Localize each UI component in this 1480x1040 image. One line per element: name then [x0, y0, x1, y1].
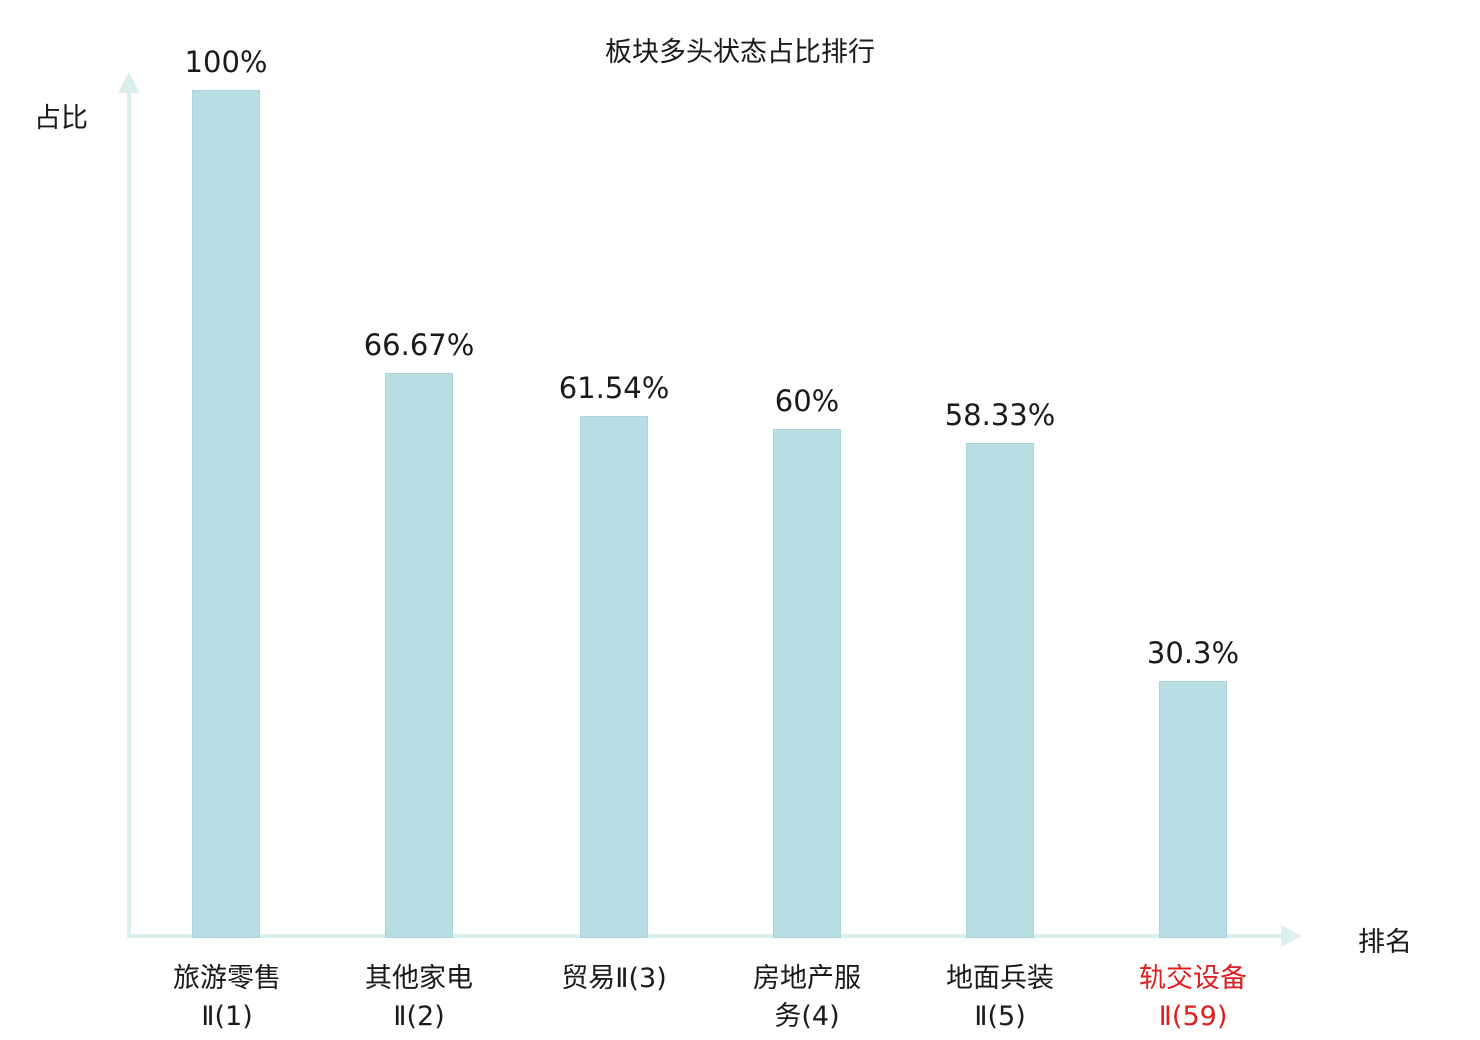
bar-category-label: 其他家电 Ⅱ(2): [309, 960, 529, 1036]
bar-group: 58.33%: [945, 90, 1055, 938]
category-label-line: 旅游零售: [173, 963, 281, 994]
category-label-line: Ⅱ(2): [393, 1001, 445, 1032]
chart-title: 板块多头状态占比排行: [605, 37, 875, 68]
bar: 61.54%: [559, 371, 669, 938]
bar-value-label: 61.54%: [558, 371, 670, 406]
bar: 100%: [185, 45, 267, 938]
category-label-line: 务(4): [774, 1001, 840, 1032]
category-label-line: Ⅱ(1): [201, 1001, 253, 1032]
bar-group: 66.67%: [364, 90, 474, 938]
category-label-line: 地面兵装: [946, 963, 1054, 994]
category-label-line: Ⅱ(59): [1158, 1001, 1228, 1032]
bar-value-label: 30.3%: [1146, 636, 1240, 671]
bar-group: 60%: [773, 90, 841, 938]
bar-value-label: 58.33%: [944, 398, 1056, 433]
y-axis-label: 占比: [34, 103, 88, 134]
bar: 60%: [773, 384, 841, 938]
bar: 58.33%: [945, 398, 1055, 938]
category-label-line: 轨交设备: [1139, 963, 1247, 994]
y-axis-line: [127, 92, 131, 936]
x-axis-label: 排名: [1358, 927, 1412, 958]
category-label-line: 贸易Ⅱ(3): [561, 963, 667, 994]
bar-category-label: 房地产服 务(4): [697, 960, 917, 1036]
plot-area: 100% 66.67% 61.54% 60% 58.33% 30.3%: [130, 45, 1290, 938]
bar-value-label: 100%: [184, 45, 268, 79]
bar-category-label: 地面兵装 Ⅱ(5): [890, 960, 1110, 1036]
bar-category-label: 轨交设备 Ⅱ(59): [1083, 960, 1303, 1036]
bar-group: 100%: [185, 45, 267, 938]
category-label-line: Ⅱ(5): [974, 1001, 1026, 1032]
bar-category-label: 旅游零售 Ⅱ(1): [117, 960, 337, 1036]
bar: 66.67%: [364, 328, 474, 938]
bar-group: 61.54%: [559, 90, 669, 938]
bar-group: 30.3%: [1147, 90, 1239, 938]
x-axis-arrow-icon: [1281, 925, 1302, 947]
bar: 30.3%: [1147, 636, 1239, 938]
bar-value-label: 60%: [774, 384, 840, 419]
category-label-line: 其他家电: [365, 963, 473, 994]
bar-category-label: 贸易Ⅱ(3): [504, 960, 724, 998]
x-axis-line: [127, 934, 1283, 938]
y-axis-arrow-icon: [118, 72, 140, 93]
category-label-line: 房地产服: [753, 963, 861, 994]
bar-value-label: 66.67%: [363, 327, 475, 362]
